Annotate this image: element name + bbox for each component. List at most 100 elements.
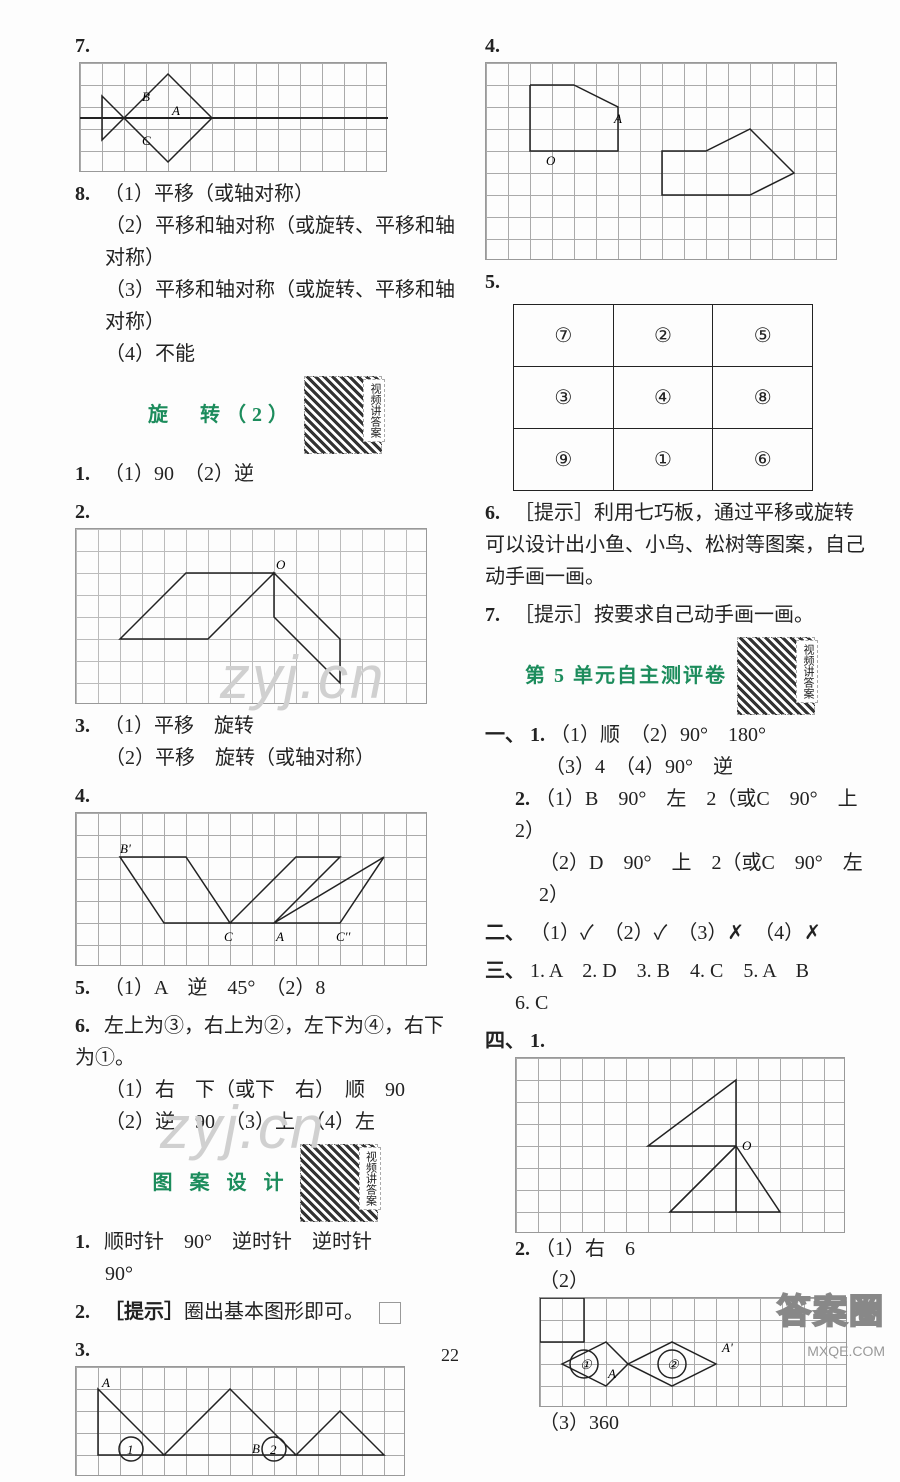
part-number: 三、 — [485, 955, 525, 987]
r-q4-figure: O A — [485, 62, 837, 260]
label-C: C — [142, 133, 151, 148]
part-number: 二、 — [485, 917, 525, 949]
text: 顺时针 90° 逆时针 逆时针 — [104, 1231, 372, 1253]
label-O: O — [276, 557, 286, 572]
q-number: 2. — [75, 496, 99, 528]
q-number: 6. — [485, 497, 509, 529]
cell: ③ — [514, 367, 614, 429]
label-B: B — [252, 1441, 260, 1456]
s2-q3-figure: A 1 B 2 — [75, 1366, 405, 1476]
q-number: 2. — [75, 1296, 99, 1328]
qr-code-icon[interactable] — [300, 1144, 378, 1222]
cell: ⑤ — [713, 305, 813, 367]
label-C: C — [224, 929, 233, 944]
text: 1. A 2. D 3. B 4. C 5. A B — [530, 960, 809, 982]
cell: ② — [613, 305, 713, 367]
cell: ① — [613, 429, 713, 491]
text: （2）D 90° 上 2（或C 90° 左 2） — [515, 847, 865, 911]
text: （3）360 — [539, 1407, 865, 1439]
q-number: 5. — [75, 972, 99, 1004]
p4-q1-figure: O — [515, 1057, 845, 1233]
s1-q5: 5. （1）A 逆 45° （2）8 — [75, 972, 455, 1004]
label-A: A — [613, 111, 622, 126]
r-q5: 5. ⑦②⑤ ③④⑧ ⑨①⑥ — [485, 266, 865, 491]
r-q6: 6. ［提示］利用七巧板，通过平移或旋转可以设计出小鱼、小鸟、松树等图案，自己动… — [485, 497, 865, 593]
q-number: 7. — [75, 30, 99, 62]
q-number: 3. — [75, 710, 99, 742]
label-A: A — [275, 929, 284, 944]
qr-code-icon[interactable] — [304, 376, 382, 454]
cell: ⑥ — [713, 429, 813, 491]
text: （2） — [539, 1270, 589, 1292]
part-number: 四、 — [485, 1025, 525, 1057]
q-number: 7. — [485, 599, 509, 631]
s1-q4-figure: B' C A C'' — [75, 812, 427, 966]
q5-table: ⑦②⑤ ③④⑧ ⑨①⑥ — [513, 304, 813, 491]
section-title: 图 案 设 计 — [153, 1167, 290, 1199]
text: （1）右 6 — [535, 1238, 635, 1260]
q-number: 4. — [485, 30, 509, 62]
section-header: 图 案 设 计 — [75, 1144, 455, 1222]
q-number: 4. — [75, 780, 99, 812]
cell: ⑧ — [713, 367, 813, 429]
label-Bp: B' — [120, 841, 131, 856]
text: 6. C — [485, 987, 865, 1019]
text: ［提示］圈出基本图形即可。 — [104, 1301, 364, 1323]
section-title: 旋 转（2） — [148, 399, 294, 431]
part3: 三、 1. A 2. D 3. B 4. C 5. A B 6. C — [485, 955, 865, 1019]
s2-q2: 2. ［提示］圈出基本图形即可。 — [75, 1296, 455, 1328]
q-number: 6. — [75, 1010, 99, 1042]
label-A: A — [171, 103, 180, 118]
text: （1）✓ （2）✓ （3）✗ （4）✗ — [530, 922, 821, 944]
site-logo: 答案圈 MXQE.COM — [777, 1285, 885, 1362]
text: （3）4 （4）90° 逆 — [485, 751, 865, 783]
s1-q6: 6. 左上为③，右上为②，左下为④，右下为①。 （1）右 下（或下 右） 顺 9… — [75, 1010, 455, 1138]
text: 左上为③，右上为②，左下为④，右下为①。 — [75, 1015, 444, 1069]
logo-url: MXQE.COM — [777, 1340, 885, 1362]
text: 90° — [75, 1258, 455, 1290]
q-number: 1. — [75, 458, 99, 490]
part2: 二、 （1）✓ （2）✓ （3）✗ （4）✗ — [485, 917, 865, 949]
s2-q1: 1. 顺时针 90° 逆时针 逆时针 90° — [75, 1226, 455, 1290]
label-O: O — [742, 1138, 752, 1153]
text: （3）平移和轴对称（或旋转、平移和轴对称） — [75, 274, 455, 338]
q-number: 1. — [530, 1030, 545, 1052]
q-number: 1. — [75, 1226, 99, 1258]
r-q7: 7. ［提示］按要求自己动手画一画。 — [485, 599, 865, 631]
s1-q2-figure: O — [75, 528, 427, 704]
label-2: 2 — [270, 1442, 277, 1457]
label-1: 1 — [127, 1442, 134, 1457]
cell: ⑦ — [514, 305, 614, 367]
text: ［提示］利用七巧板，通过平移或旋转可以设计出小鱼、小鸟、松树等图案，自己动手画一… — [485, 502, 865, 588]
label-Cp: C'' — [336, 929, 350, 944]
q-number: 2. — [515, 788, 530, 810]
text: （1）B 90° 左 2（或C 90° 上 2） — [515, 788, 878, 842]
s1-q3: 3. （1）平移 旋转 （2）平移 旋转（或轴对称） — [75, 710, 455, 774]
label-A: A — [101, 1375, 110, 1390]
cell: ⑨ — [514, 429, 614, 491]
text: （1）右 下（或下 右） 顺 90 — [75, 1074, 455, 1106]
label-B: B — [142, 89, 150, 104]
q7-figure: B A C — [79, 62, 387, 172]
text: （1）平移（或轴对称） — [104, 183, 314, 205]
q-number: 2. — [515, 1238, 530, 1260]
text: ［提示］按要求自己动手画一画。 — [514, 604, 814, 626]
box-icon — [379, 1302, 401, 1324]
cell: ④ — [613, 367, 713, 429]
text: （2）平移和轴对称（或旋转、平移和轴对称） — [75, 210, 455, 274]
logo-text: 答案圈 — [777, 1285, 885, 1339]
text: （2）逆 90 （3）上 （4）左 — [75, 1106, 455, 1138]
s1-q2: 2. O — [75, 496, 455, 704]
qr-code-icon[interactable] — [737, 637, 815, 715]
text: （2）平移 旋转（或轴对称） — [75, 742, 455, 774]
s1-q4: 4. B' C A C'' — [75, 780, 455, 966]
q-number: 5. — [485, 266, 509, 298]
page-number: 22 — [0, 1341, 900, 1370]
text: （1）A 逆 45° （2）8 — [104, 977, 325, 999]
part1: 一、 1. （1）顺 （2）90° 180° （3）4 （4）90° 逆 2. … — [485, 719, 865, 911]
q-number: 1. — [530, 724, 545, 746]
s1-q1: 1. （1）90 （2）逆 — [75, 458, 455, 490]
q8: 8. （1）平移（或轴对称） （2）平移和轴对称（或旋转、平移和轴对称） （3）… — [75, 178, 455, 370]
part-number: 一、 — [485, 719, 525, 751]
section-header: 第 5 单元自主测评卷 — [485, 637, 865, 715]
